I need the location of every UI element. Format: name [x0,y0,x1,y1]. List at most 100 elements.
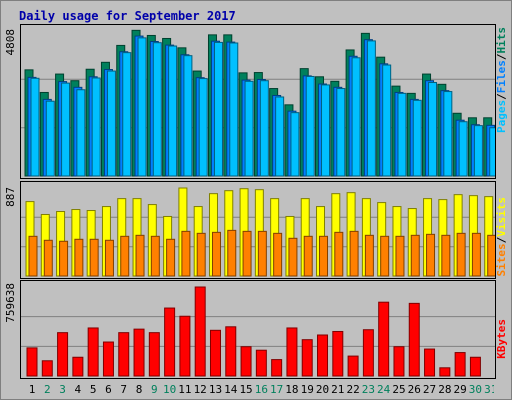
bar-pages-day-31 [489,127,495,177]
day-label-4: 4 [75,383,82,396]
bar-kbytes-day-22 [347,355,359,377]
day-label-8: 8 [136,383,143,396]
day-label-12: 12 [194,383,207,396]
bar-pages-day-26 [412,99,422,177]
legend-item: Pages [495,99,508,133]
legend-item: Files [495,60,508,94]
bar-sites-day-13 [211,231,221,277]
day-label-13: 13 [209,383,222,396]
legend-item: Hits [495,27,508,54]
bar-sites-day-25 [395,235,405,277]
day-label-30: 30 [469,383,482,396]
day-label-1: 1 [29,383,36,396]
legend-item: Visits [495,197,508,237]
bar-sites-day-17 [273,232,283,277]
visits-sites-chart [21,187,495,277]
bar-sites-day-10 [166,238,176,277]
bar-sites-day-2 [43,239,53,277]
legend-item: / [495,53,508,61]
bar-pages-day-5 [91,77,101,177]
legend-item: / [495,93,508,100]
day-label-27: 27 [423,383,436,396]
bar-sites-day-22 [349,230,359,277]
bar-sites-day-12 [196,232,206,277]
bar-kbytes-day-11 [179,315,191,377]
day-label-3: 3 [59,383,66,396]
bar-pages-day-12 [198,78,208,177]
day-label-5: 5 [90,383,97,396]
bar-sites-day-15 [242,230,252,277]
day-label-31: 31 [484,383,494,396]
bar-sites-day-11 [181,230,191,277]
bar-kbytes-day-3 [57,332,69,377]
bar-pages-day-1 [30,77,40,177]
bar-kbytes-day-26 [408,302,420,377]
bar-sites-day-7 [120,235,130,277]
bar-pages-day-16 [259,80,269,177]
bar-kbytes-day-20 [317,334,329,377]
bar-pages-day-13 [213,41,223,177]
bar-sites-day-19 [303,235,313,277]
bar-kbytes-day-29 [454,352,466,377]
day-label-23: 23 [362,383,375,396]
bar-sites-day-24 [380,235,390,277]
bar-pages-day-11 [183,55,193,177]
bar-kbytes-day-15 [240,346,252,377]
bar-pages-day-23 [366,40,376,177]
day-label-16: 16 [255,383,268,396]
kbytes-panel-legend: KBytes [495,319,508,359]
bar-sites-day-4 [74,238,84,277]
day-label-20: 20 [316,383,329,396]
bar-kbytes-day-4 [72,356,84,377]
day-label-28: 28 [438,383,451,396]
bar-kbytes-day-7 [118,332,130,377]
bar-pages-day-14 [229,42,239,177]
bar-sites-day-16 [257,230,267,277]
bar-sites-day-28 [441,234,451,277]
bar-sites-day-26 [410,234,420,277]
bar-pages-day-15 [244,80,254,177]
bar-kbytes-day-13 [209,329,221,377]
day-label-21: 21 [331,383,344,396]
visits-ymax-label: 887 [4,187,17,207]
bar-sites-day-3 [59,240,69,277]
bar-sites-day-14 [227,229,237,277]
hits-panel-legend: Pages/Files/Hits [495,27,508,133]
day-label-19: 19 [301,383,314,396]
bar-kbytes-day-8 [133,328,145,377]
bar-pages-day-28 [443,91,453,177]
bar-sites-day-5 [89,238,99,277]
bar-kbytes-day-30 [469,356,481,377]
day-label-2: 2 [44,383,51,396]
day-label-24: 24 [377,383,391,396]
bar-kbytes-day-12 [194,286,206,377]
bar-kbytes-day-14 [225,326,237,377]
bar-pages-day-19 [305,75,315,177]
bar-kbytes-day-21 [332,330,344,377]
bar-kbytes-day-27 [424,348,436,377]
bar-sites-day-20 [319,235,329,277]
bar-sites-day-8 [135,234,145,277]
bar-kbytes-day-28 [439,367,451,377]
bar-kbytes-day-5 [87,327,99,377]
bar-sites-day-1 [28,235,38,277]
bar-sites-day-23 [364,234,374,277]
bar-kbytes-day-24 [378,301,390,377]
bar-pages-day-22 [351,57,361,177]
bar-pages-day-3 [61,82,71,177]
bar-pages-day-24 [382,64,392,177]
day-label-29: 29 [454,383,467,396]
day-label-14: 14 [224,383,238,396]
kbytes-chart [21,286,495,377]
bar-pages-day-7 [122,52,132,177]
bar-kbytes-day-17 [271,359,283,377]
bar-kbytes-day-9 [148,332,160,377]
bar-pages-day-10 [168,45,178,177]
visits-sites-panel [20,181,496,279]
bar-pages-day-27 [428,82,438,177]
bar-kbytes-day-25 [393,346,405,377]
bar-pages-day-6 [106,70,116,177]
kbytes-ymax-label: 759638 [4,283,17,323]
day-label-9: 9 [151,383,158,396]
hits-files-pages-panel [20,24,496,179]
